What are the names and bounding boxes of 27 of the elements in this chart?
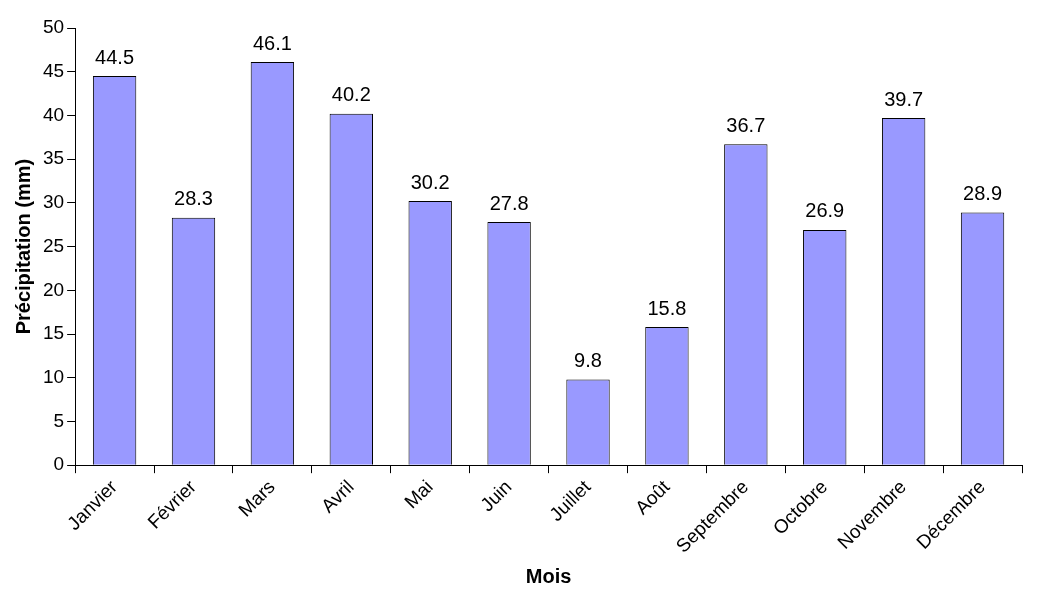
y-tick-label: 0 [53,453,65,475]
data-label: 46.1 [252,31,292,54]
data-label: 30.2 [410,170,450,193]
y-tick-label: 40 [42,103,65,125]
y-tick-label: 50 [42,16,65,38]
x-tick-label: Juin [476,475,516,516]
y-tick-label: 45 [42,59,65,81]
data-label: 36.7 [726,113,766,136]
y-tick-label: 10 [42,365,65,387]
y-tick-label: 25 [42,234,65,256]
y-tick-label: 35 [42,147,65,169]
data-label: 28.9 [963,182,1003,204]
data-label: 15.8 [647,296,687,319]
data-label: 39.7 [884,87,924,110]
x-axis-title: Mois [525,564,572,587]
data-label: 27.8 [489,191,529,214]
y-axis-title: Précipitation (mm) [11,158,34,335]
data-label: 44.5 [95,45,135,68]
data-label: 9.8 [574,348,602,371]
y-tick-label: 30 [42,191,65,213]
data-label: 40.2 [331,83,371,106]
y-tick-label: 5 [53,409,65,431]
y-tick-label: 20 [42,278,65,300]
x-tick-label: Mai [400,475,437,513]
data-label: 28.3 [174,187,213,210]
y-tick-label: 15 [42,322,65,344]
data-label: 26.9 [805,199,845,222]
